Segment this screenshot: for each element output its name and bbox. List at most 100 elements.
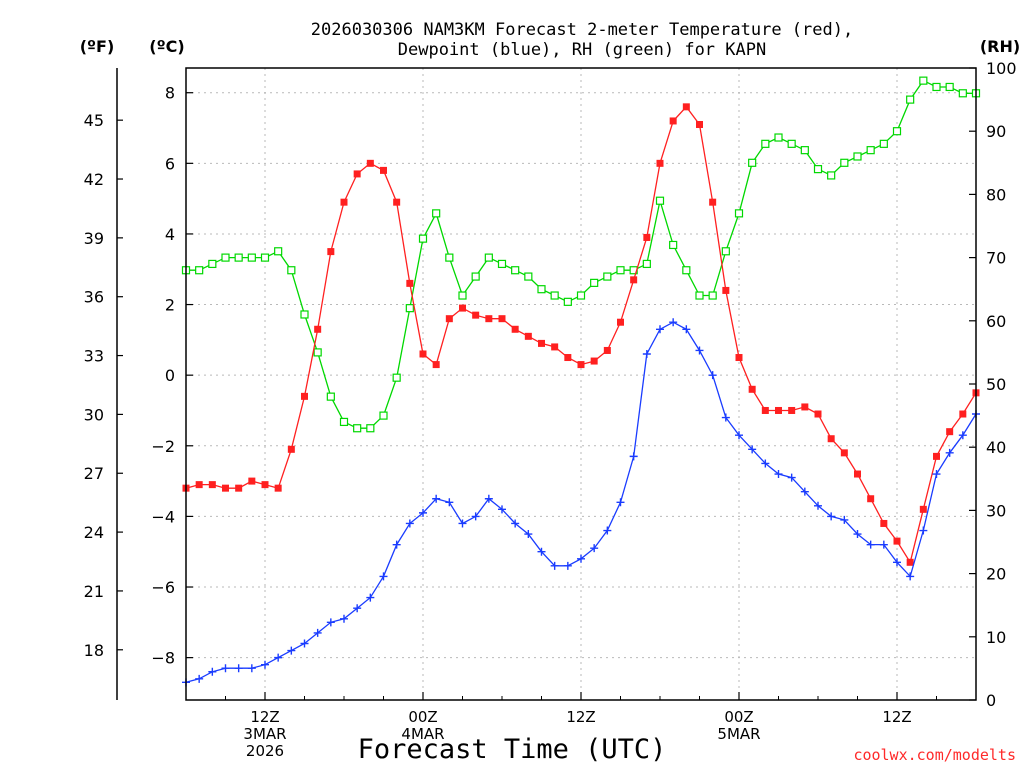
data-point <box>801 403 809 411</box>
data-point <box>893 537 901 545</box>
data-point <box>498 315 506 323</box>
data-point <box>235 484 243 492</box>
data-point <box>906 572 915 581</box>
data-point <box>867 495 875 503</box>
data-point <box>880 519 888 527</box>
data-point <box>564 354 572 362</box>
data-point <box>366 159 374 167</box>
data-point <box>445 253 454 262</box>
data-point <box>879 540 888 549</box>
time-tick-label: 5MAR <box>717 725 760 743</box>
celsius-tick-label: 0 <box>165 366 175 385</box>
data-point <box>748 445 757 454</box>
rh-tick-label: 40 <box>986 438 1006 457</box>
rh-tick-label: 60 <box>986 312 1006 331</box>
data-point <box>879 139 888 148</box>
data-point <box>274 484 282 492</box>
data-point <box>590 357 598 365</box>
data-point <box>524 272 533 281</box>
data-point <box>761 406 769 414</box>
data-point <box>550 291 559 300</box>
data-point <box>459 304 466 312</box>
data-point <box>405 519 414 528</box>
data-point <box>617 318 624 326</box>
data-point <box>708 371 717 380</box>
data-point <box>642 259 651 269</box>
data-point <box>379 411 388 420</box>
data-point <box>853 530 862 539</box>
data-point <box>418 234 428 243</box>
x-axis-title: Forecast Time (UTC) <box>358 734 667 765</box>
data-point <box>471 272 480 281</box>
time-tick-label: 12Z <box>882 708 911 726</box>
fahrenheit-tick-label: 18 <box>84 641 104 660</box>
data-point <box>813 165 823 174</box>
data-point <box>696 120 703 128</box>
data-point <box>195 266 204 275</box>
data-point <box>379 572 388 581</box>
data-point <box>234 664 243 673</box>
data-point <box>314 325 322 333</box>
data-point <box>695 346 704 355</box>
data-point <box>735 354 743 362</box>
data-point <box>906 558 914 566</box>
time-tick-label: 2026 <box>246 742 284 760</box>
data-point <box>538 339 545 347</box>
fahrenheit-tick-label: 30 <box>84 405 104 424</box>
data-point <box>787 473 796 482</box>
data-point <box>340 614 348 623</box>
fahrenheit-axis-ticks: 18 21 24 27 30 33 36 39 42 45 <box>84 111 123 660</box>
grid-lines <box>186 68 976 700</box>
data-point <box>497 259 507 269</box>
celsius-tick-label: −6 <box>151 578 175 597</box>
data-point <box>339 417 349 427</box>
data-point <box>958 89 967 98</box>
data-point <box>511 325 519 333</box>
data-point <box>958 431 967 440</box>
rh-tick-label: 20 <box>986 565 1006 584</box>
data-point <box>840 158 849 167</box>
data-point <box>814 410 822 418</box>
data-point <box>405 304 414 313</box>
fahrenheit-tick-label: 33 <box>84 347 104 366</box>
data-point <box>498 505 506 514</box>
chart-title-line-1: 2026030306 NAM3KM Forecast 2-meter Tempe… <box>311 20 853 40</box>
rh-tick-label: 70 <box>986 249 1006 268</box>
data-point <box>537 285 546 294</box>
rh-tick-label: 80 <box>986 185 1006 204</box>
data-point <box>563 297 572 306</box>
data-point <box>247 253 256 262</box>
data-point <box>511 519 520 528</box>
data-point <box>274 247 283 256</box>
celsius-axis-ticks: −8 −6 −4 −2 0 2 4 6 8 <box>151 84 193 668</box>
series-line <box>185 105 977 564</box>
data-point <box>669 117 677 125</box>
fahrenheit-tick-label: 24 <box>84 523 104 542</box>
data-point <box>313 628 322 637</box>
data-point <box>432 361 440 369</box>
data-point <box>932 82 941 92</box>
data-point <box>340 198 348 206</box>
data-point <box>484 494 493 503</box>
data-point <box>787 139 796 148</box>
data-point <box>721 247 730 256</box>
data-point <box>682 103 690 111</box>
data-point <box>709 198 717 206</box>
data-point <box>840 515 849 524</box>
data-point <box>551 343 559 351</box>
data-point <box>630 276 638 284</box>
data-point <box>524 332 532 340</box>
data-point <box>511 266 520 275</box>
data-point <box>827 512 836 521</box>
data-point <box>576 291 586 300</box>
data-point <box>708 291 717 300</box>
data-point <box>590 544 599 553</box>
data-point <box>406 279 414 287</box>
data-point <box>748 385 756 393</box>
data-point <box>392 540 401 549</box>
celsius-tick-label: 4 <box>165 225 175 244</box>
data-point <box>261 481 269 489</box>
time-tick-label: 12Z <box>250 708 279 726</box>
data-point <box>774 470 783 479</box>
